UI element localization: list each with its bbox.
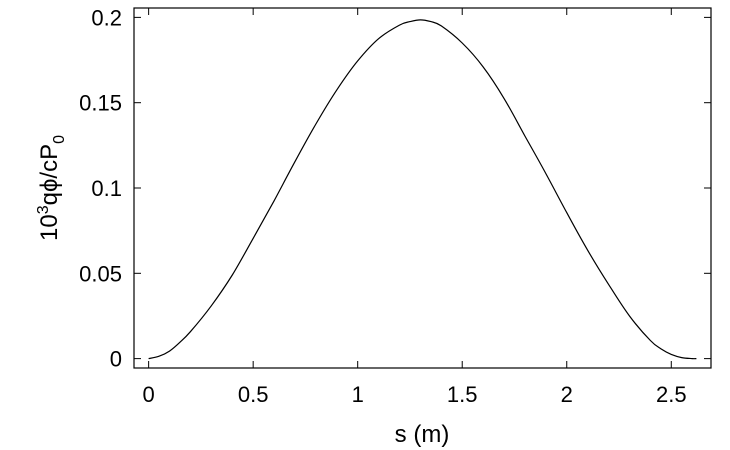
y-tick-label: 0	[110, 347, 122, 372]
x-tick-label: 0	[143, 382, 155, 407]
x-tick-label: 1	[352, 382, 364, 407]
x-axis-ticks: 0 0.5 1 1.5 2 2.5	[143, 8, 687, 407]
y-tick-label: 0.2	[91, 5, 122, 30]
x-tick-label: 2.5	[656, 382, 687, 407]
y-tick-label: 0.1	[91, 176, 122, 201]
series-line	[148, 19, 697, 360]
y-tick-label: 0.15	[79, 91, 122, 116]
y-axis-label-sup: 3	[35, 205, 52, 214]
y-axis-ticks: 0 0.05 0.1 0.15 0.2	[79, 5, 711, 372]
plot-frame	[133, 7, 712, 369]
y-axis-label-prefix: 10	[36, 214, 63, 241]
x-tick-label: 2	[561, 382, 573, 407]
x-axis-label: s (m)	[395, 421, 450, 448]
y-axis-label-sub: 0	[51, 135, 68, 144]
y-axis-label: 103qϕ/cP0	[35, 135, 68, 241]
x-tick-label: 1.5	[447, 382, 478, 407]
x-tick-label: 0.5	[238, 382, 269, 407]
y-axis-label-mid: qϕ/cP	[36, 144, 63, 205]
y-tick-label: 0.05	[79, 261, 122, 286]
